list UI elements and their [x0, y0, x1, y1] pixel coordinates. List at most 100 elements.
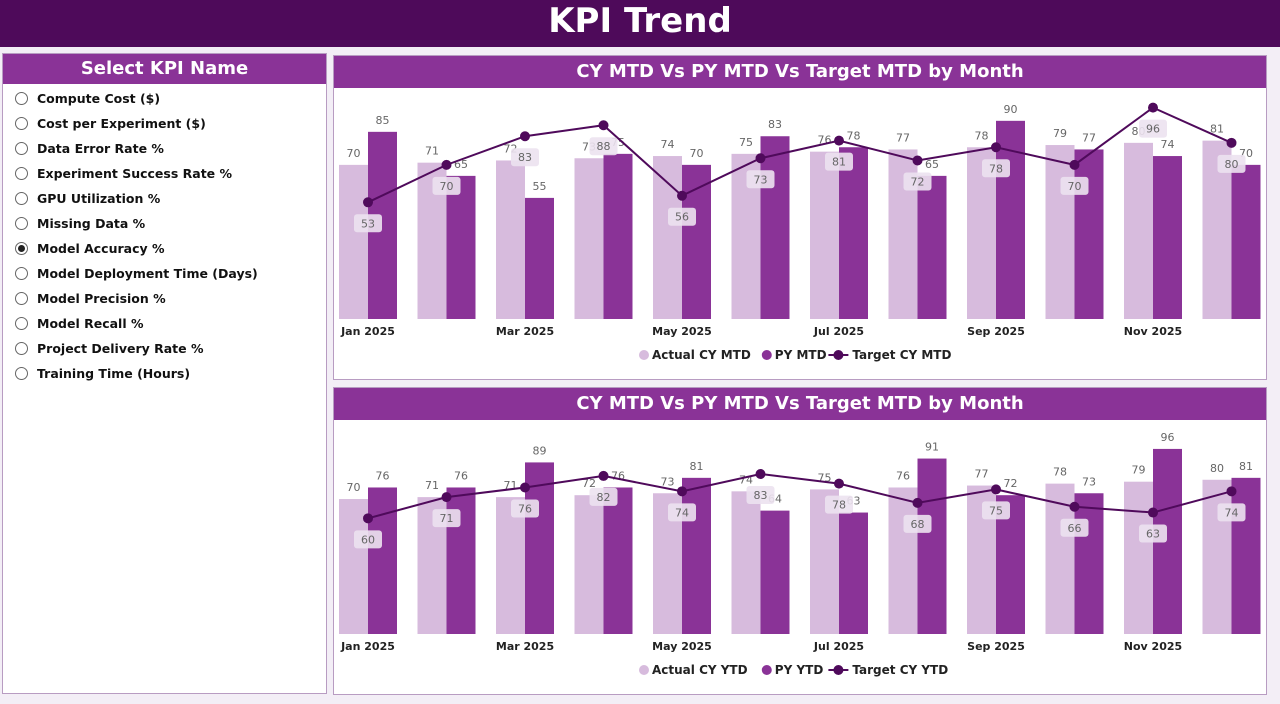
target-label: 78 — [832, 499, 846, 512]
actual-bar — [574, 495, 604, 634]
target-label: 68 — [911, 518, 925, 531]
py-label: 73 — [1082, 475, 1096, 488]
py-bar — [917, 458, 947, 634]
py-label: 83 — [768, 118, 782, 131]
actual-label: 71 — [425, 145, 439, 158]
actual-bar — [1124, 142, 1153, 319]
radio-button[interactable] — [15, 292, 28, 305]
py-bar — [760, 136, 790, 319]
radio-button[interactable] — [15, 92, 28, 105]
target-label-box — [746, 170, 775, 189]
py-bar — [1074, 493, 1104, 634]
kpi-option-label: Model Accuracy % — [37, 241, 165, 256]
x-tick-label: Mar 2025 — [496, 640, 554, 653]
kpi-option[interactable]: Model Precision % — [3, 286, 326, 311]
target-label-box — [354, 530, 382, 549]
py-bar — [525, 462, 554, 634]
py-label: 77 — [1082, 131, 1096, 144]
actual-label: 72 — [582, 477, 596, 490]
kpi-option-label: Project Delivery Rate % — [37, 341, 204, 356]
py-label: 85 — [376, 114, 390, 127]
radio-button[interactable] — [15, 117, 28, 130]
py-label: 74 — [1161, 138, 1175, 151]
target-label-box — [668, 207, 696, 226]
radio-button[interactable] — [15, 192, 28, 205]
actual-label: 71 — [425, 479, 439, 492]
target-label-box — [1217, 154, 1246, 173]
py-label: 70 — [690, 147, 704, 160]
target-point — [677, 486, 687, 497]
py-bar — [917, 175, 947, 319]
radio-button[interactable] — [15, 342, 28, 355]
target-line — [367, 472, 1232, 520]
py-bar — [1074, 149, 1104, 319]
actual-bar — [888, 487, 918, 634]
py-label: 81 — [1239, 460, 1253, 473]
kpi-option-label: Model Recall % — [37, 316, 144, 331]
target-label: 78 — [989, 162, 1003, 175]
radio-button[interactable] — [15, 242, 28, 255]
kpi-option[interactable]: Experiment Success Rate % — [3, 161, 326, 186]
target-label-box — [903, 514, 932, 533]
target-point — [1069, 159, 1080, 170]
target-label: 82 — [597, 491, 611, 504]
radio-button[interactable] — [15, 267, 28, 280]
target-point — [677, 190, 687, 201]
target-label-box — [1217, 503, 1246, 522]
radio-button[interactable] — [15, 142, 28, 155]
actual-label: 74 — [661, 138, 675, 151]
target-label-box — [1060, 518, 1089, 537]
radio-button[interactable] — [15, 317, 28, 330]
py-label: 55 — [533, 180, 547, 193]
target-label: 56 — [675, 211, 689, 224]
kpi-option-label: Model Precision % — [37, 291, 166, 306]
kpi-option-label: Missing Data % — [37, 216, 146, 231]
radio-button[interactable] — [15, 217, 28, 230]
py-bar — [603, 153, 633, 319]
py-label: 91 — [925, 441, 939, 454]
target-label-box — [668, 503, 696, 522]
kpi-option[interactable]: Missing Data % — [3, 211, 326, 236]
kpi-option[interactable]: Model Recall % — [3, 311, 326, 336]
target-point — [912, 155, 923, 166]
actual-label: 77 — [896, 131, 910, 144]
target-point — [991, 484, 1001, 495]
kpi-option[interactable]: Compute Cost ($) — [3, 86, 326, 111]
target-label: 60 — [361, 533, 375, 546]
kpi-option[interactable]: Model Deployment Time (Days) — [3, 261, 326, 286]
radio-button[interactable] — [15, 367, 28, 380]
radio-button[interactable] — [15, 167, 28, 180]
kpi-option[interactable]: Cost per Experiment ($) — [3, 111, 326, 136]
target-point — [1226, 137, 1237, 148]
actual-bar — [1045, 483, 1075, 634]
actual-bar — [574, 158, 604, 319]
target-point — [755, 153, 766, 164]
legend-marker-icon — [639, 665, 649, 675]
kpi-option[interactable]: Data Error Rate % — [3, 136, 326, 161]
legend-marker-icon — [639, 350, 649, 360]
actual-label: 78 — [1053, 466, 1067, 479]
target-label: 88 — [597, 140, 611, 153]
target-label: 74 — [675, 506, 689, 519]
page-title: KPI Trend — [0, 0, 1280, 47]
kpi-option[interactable]: Training Time (Hours) — [3, 361, 326, 386]
legend-label: Target CY MTD — [852, 348, 951, 362]
kpi-option[interactable]: Model Accuracy % — [3, 236, 326, 261]
target-line — [367, 106, 1232, 204]
kpi-option[interactable]: GPU Utilization % — [3, 186, 326, 211]
target-point — [912, 497, 923, 508]
target-label: 66 — [1068, 522, 1082, 535]
target-point — [441, 492, 452, 503]
target-point — [1069, 501, 1080, 512]
target-point — [834, 135, 844, 146]
actual-bar — [653, 156, 682, 319]
kpi-option-label: Training Time (Hours) — [37, 366, 191, 381]
actual-bar — [1045, 145, 1075, 319]
target-label: 80 — [1225, 158, 1239, 171]
kpi-option[interactable]: Project Delivery Rate % — [3, 336, 326, 361]
py-bar — [1153, 156, 1182, 319]
target-point — [991, 142, 1001, 153]
actual-label: 75 — [739, 136, 753, 149]
target-point — [834, 478, 844, 489]
target-label: 70 — [440, 180, 454, 193]
